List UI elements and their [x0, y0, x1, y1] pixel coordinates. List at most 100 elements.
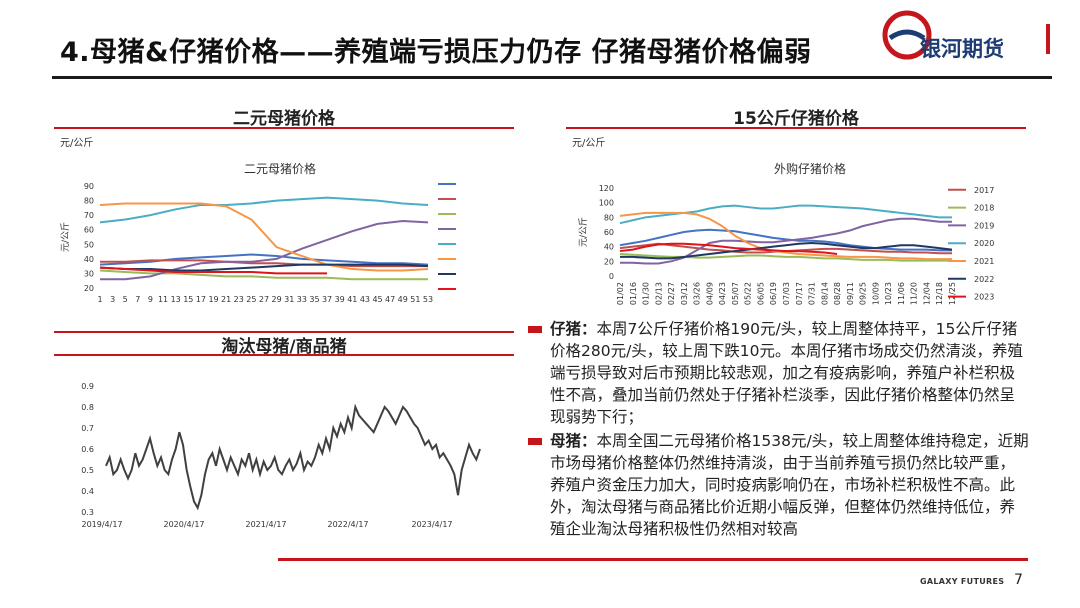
x-tick-label: 10/09	[871, 282, 880, 305]
y-tick-label: 80	[604, 213, 614, 222]
x-tick-label: 25	[246, 295, 256, 304]
x-tick-label: 2021/4/17	[245, 520, 286, 529]
series-line-2021	[99, 202, 429, 272]
legend-label-2018: 2018	[974, 204, 994, 213]
x-tick-label: 02/13	[654, 282, 663, 305]
series-line-2023	[99, 266, 328, 275]
bullet-piglet-label: 仔猪：	[550, 320, 597, 338]
x-tick-label: 01/02	[616, 282, 625, 305]
x-tick-label: 39	[335, 295, 345, 304]
y-tick-label: 30	[84, 269, 94, 278]
x-tick-label: 13	[171, 295, 181, 304]
y-axis-label: 元/公斤	[60, 222, 71, 252]
legend-label-2019: 2019	[974, 221, 994, 230]
x-tick-label: 21	[221, 295, 231, 304]
y-tick-label: 40	[604, 243, 614, 252]
piglet-price-heading: 15公斤仔猪价格	[733, 109, 859, 129]
ratio-heading: 淘汰母猪/商品猪	[221, 337, 347, 357]
y-tick-label: 20	[604, 257, 614, 266]
x-tick-label: 05/07	[731, 282, 740, 305]
series-line-2022	[99, 263, 429, 272]
x-tick-label: 06/19	[769, 282, 778, 305]
bullet-sow-text: 本周全国二元母猪价格1538元/头，较上周整体维持稳定，近期市场母猪价格整体仍然…	[550, 432, 1029, 538]
ratio-heading-rule	[54, 354, 514, 356]
y-tick-label: 0.4	[81, 487, 94, 496]
x-tick-label: 08/28	[833, 282, 842, 305]
piglet-unit-label: 元/公斤	[572, 138, 606, 149]
series-line-2021	[619, 211, 952, 261]
page-number: 7	[1014, 572, 1023, 588]
legend-label-2021: 2021	[974, 257, 994, 266]
x-tick-label: 47	[385, 295, 395, 304]
footer-company: GALAXY FUTURES	[920, 577, 1005, 586]
x-tick-label: 07/31	[808, 282, 817, 305]
x-tick-label: 2023/4/17	[411, 520, 452, 529]
x-tick-label: 19	[208, 295, 218, 304]
x-tick-label: 1	[97, 295, 102, 304]
x-tick-label: 04/23	[718, 282, 727, 305]
y-axis-label: 元/公斤	[578, 217, 589, 247]
ratio-top-rule	[54, 331, 514, 333]
x-tick-label: 01/30	[642, 282, 651, 305]
legend-label-2020: 2020	[974, 239, 994, 248]
bullet-sow: 母猪：本周全国二元母猪价格1538元/头，较上周整体维持稳定，近期市场母猪价格整…	[528, 430, 1030, 540]
x-tick-label: 12/18	[935, 282, 944, 305]
piglet-chart-title: 外购仔猪价格	[773, 162, 846, 176]
sow-heading-rule	[54, 127, 514, 129]
series-line-2020	[619, 204, 952, 225]
x-tick-label: 41	[347, 295, 357, 304]
y-tick-label: 40	[84, 255, 94, 264]
y-tick-label: 80	[84, 197, 94, 206]
bullet-sow-label: 母猪：	[550, 432, 597, 450]
ratio-series-line	[105, 403, 481, 511]
logo-mark-icon	[882, 10, 932, 60]
series-line-2019	[100, 219, 429, 281]
series-line-2022	[620, 241, 953, 260]
x-tick-label: 3	[110, 295, 115, 304]
footer-rule	[278, 558, 1028, 561]
x-tick-label: 01/16	[629, 282, 638, 305]
x-tick-label: 35	[309, 295, 319, 304]
legend-label-2017: 2017	[974, 186, 994, 195]
x-tick-label: 9	[148, 295, 153, 304]
piglet-price-chart: 0 20 40 60 80 100 120 01/02 01/16 01/30 02/13 02/27…	[578, 176, 994, 305]
y-tick-label: 120	[599, 184, 614, 193]
x-tick-label: 07/17	[795, 282, 804, 305]
series-line-2017	[100, 259, 428, 268]
series-line-2018	[99, 269, 428, 281]
x-tick-label: 17	[196, 295, 206, 304]
series-line-2020	[99, 196, 429, 224]
x-tick-label: 2020/4/17	[163, 520, 204, 529]
bullet-piglet: 仔猪：本周7公斤仔猪价格190元/头，较上周整体持平，15公斤仔猪价格280元/…	[528, 318, 1030, 428]
y-tick-label: 60	[604, 228, 614, 237]
x-tick-label: 09/25	[859, 282, 868, 305]
x-tick-label: 11	[158, 295, 168, 304]
legend-label-2016: 2016	[974, 176, 994, 177]
x-tick-label: 29	[272, 295, 282, 304]
y-tick-label: 0.5	[81, 466, 94, 475]
sow-price-heading: 二元母猪价格	[233, 109, 335, 129]
title-divider	[52, 76, 1052, 79]
y-tick-label: 60	[84, 226, 94, 235]
bullet-square-icon	[528, 326, 542, 333]
y-tick-label: 50	[84, 240, 94, 249]
x-tick-label: 49	[398, 295, 408, 304]
y-tick-label: 70	[84, 211, 94, 220]
commentary-list: 仔猪：本周7公斤仔猪价格190元/头，较上周整体持平，15公斤仔猪价格280元/…	[528, 318, 1030, 542]
x-tick-label: 15	[183, 295, 193, 304]
y-tick-label: 0.8	[81, 403, 94, 412]
y-tick-label: 100	[599, 199, 614, 208]
x-tick-label: 12/04	[922, 282, 931, 305]
series-line-2023	[619, 242, 838, 255]
x-tick-label: 11/20	[910, 282, 919, 305]
logo-accent-bar	[1046, 24, 1050, 54]
x-tick-label: 51	[410, 295, 420, 304]
x-tick-label: 7	[135, 295, 140, 304]
x-tick-label: 09/11	[846, 282, 855, 305]
x-tick-label: 2019/4/17	[81, 520, 122, 529]
sow-chart-title: 二元母猪价格	[243, 162, 316, 176]
x-tick-label: 37	[322, 295, 332, 304]
x-tick-label: 08/14	[820, 282, 829, 305]
y-tick-label: 0.3	[81, 508, 94, 517]
